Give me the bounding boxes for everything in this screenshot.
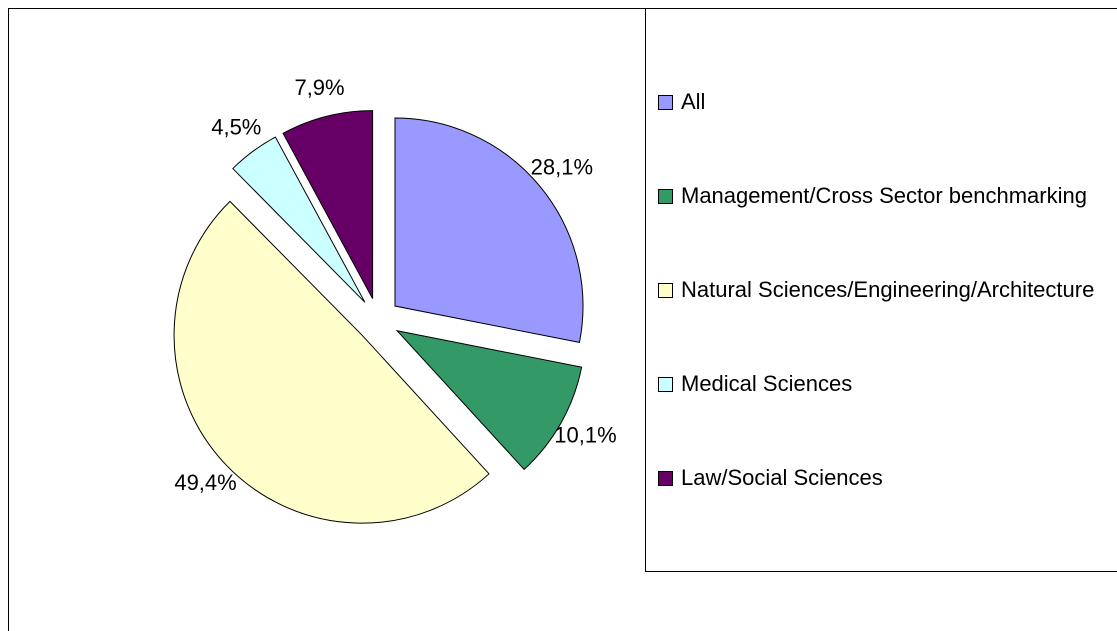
legend-swatch xyxy=(658,283,673,298)
legend-label: Natural Sciences/Engineering/Architectur… xyxy=(681,277,1095,302)
data-label: 49,4% xyxy=(174,470,236,495)
legend-item: Management/Cross Sector benchmarking xyxy=(646,181,1117,211)
chart: 28,1% 10,1% 49,4% 4,5% 7,9% xyxy=(173,75,617,524)
legend-item: All xyxy=(646,87,1117,117)
pie-slice xyxy=(395,329,583,471)
legend-swatch xyxy=(658,189,673,204)
legend-label: Law/Social Sciences xyxy=(681,465,883,490)
pie-slice xyxy=(232,136,366,303)
legend: All Management/Cross Sector benchmarking N… xyxy=(645,8,1117,572)
legend-item: Natural Sciences/Engineering/Architectur… xyxy=(646,275,1117,305)
legend-label: Management/Cross Sector benchmarking xyxy=(681,183,1087,208)
chart-frame xyxy=(8,8,1117,631)
pie-slice xyxy=(173,200,490,524)
legend-swatch xyxy=(658,377,673,392)
data-label: 4,5% xyxy=(211,115,261,140)
data-label: 7,9% xyxy=(294,75,344,100)
legend-label: All xyxy=(681,89,706,114)
pie-slice xyxy=(394,117,584,344)
legend-swatch xyxy=(658,471,673,486)
legend-item: Law/Social Sciences xyxy=(646,463,1117,493)
data-label: 10,1% xyxy=(554,422,616,447)
legend-swatch xyxy=(658,95,673,110)
legend-label: Medical Sciences xyxy=(681,371,853,396)
data-label: 28,1% xyxy=(531,155,593,180)
legend-item: Medical Sciences xyxy=(646,369,1117,399)
pie-slice xyxy=(282,110,374,299)
